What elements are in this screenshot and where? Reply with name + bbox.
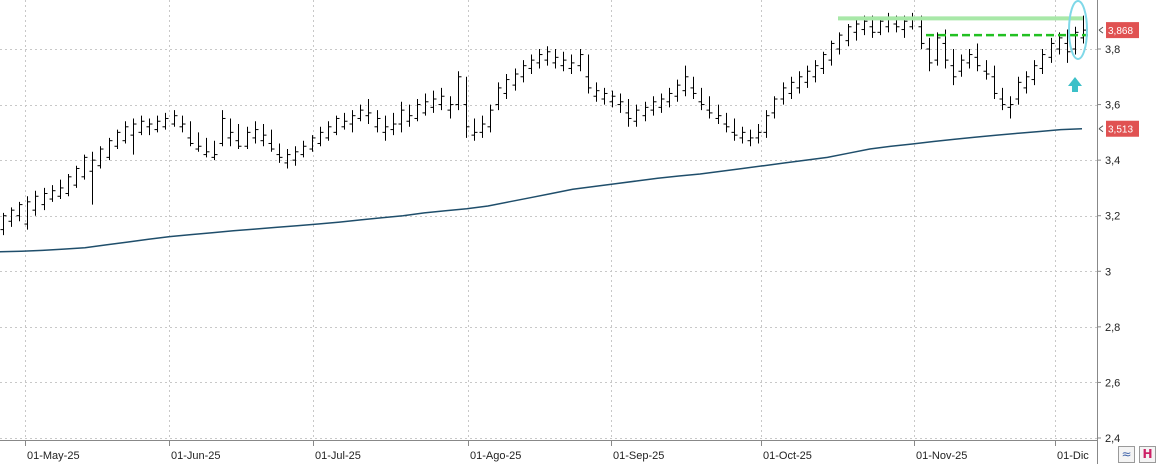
y-tick-label: 3,8 <box>1105 44 1120 56</box>
x-tick-label: 01-May-25 <box>27 450 80 462</box>
y-tick-label: 3,6 <box>1105 100 1120 112</box>
price-tag-pointer <box>1098 125 1104 133</box>
y-tick-label: 3 <box>1105 266 1111 278</box>
price-tag <box>1106 120 1139 137</box>
x-tick-label: 01-Jun-25 <box>171 450 221 462</box>
x-tick-label: 01-Oct-25 <box>763 450 812 462</box>
y-tick-label: 2,4 <box>1105 433 1120 445</box>
x-tick-label: 01-Nov-25 <box>916 450 967 462</box>
moving-average-line <box>0 127 1083 253</box>
price-tag-pointer <box>1098 26 1104 34</box>
compare-toggle-button[interactable]: ≈ <box>1118 446 1135 463</box>
price-tag-label: 3,513 <box>1108 125 1133 136</box>
highlight-ellipse <box>1068 0 1088 60</box>
y-tick-label: 2,6 <box>1105 377 1120 389</box>
history-button[interactable]: H <box>1139 446 1156 463</box>
x-tick-label: 01-Dic <box>1057 450 1089 462</box>
x-tick-label: 01-Jul-25 <box>315 450 361 462</box>
up-arrow-icon <box>1068 77 1082 92</box>
price-tag-label: 3,868 <box>1108 26 1133 37</box>
x-tick-label: 01-Ago-25 <box>470 450 521 462</box>
y-tick-label: 3,4 <box>1105 155 1120 167</box>
price-tag <box>1106 22 1139 39</box>
y-tick-label: 3,2 <box>1105 211 1120 223</box>
x-tick-label: 01-Sep-25 <box>613 450 664 462</box>
y-tick-label: 2,8 <box>1105 322 1120 334</box>
